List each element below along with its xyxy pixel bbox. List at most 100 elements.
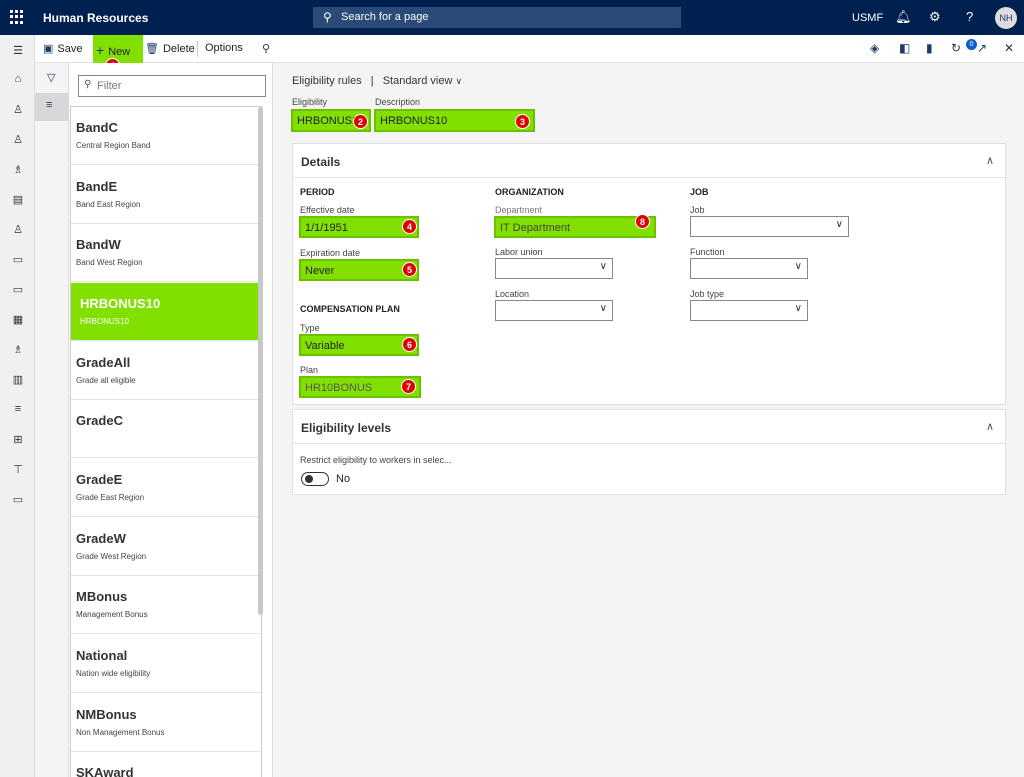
top-bar: Human Resources ⚲ Search for a page USMF… [0, 0, 1024, 35]
office-icon[interactable]: ◧ [899, 41, 911, 55]
function-dropdown[interactable]: ∨ [690, 258, 808, 279]
effective-date-field[interactable]: 1/1/1951 [299, 216, 419, 238]
comment-icon[interactable]: ▮ [926, 41, 933, 55]
gear-icon[interactable]: ⚙ [929, 9, 941, 24]
plan-label: Plan [300, 365, 319, 375]
description-label: Description [375, 97, 421, 107]
callout-3: 3 [515, 114, 530, 129]
list-view-toggle[interactable] [35, 93, 69, 121]
eligibility-field[interactable]: HRBONUS10 [291, 109, 371, 132]
help-icon[interactable]: ? [966, 9, 974, 24]
chevron-up-icon[interactable]: ∧ [985, 421, 994, 433]
new-button[interactable]: + New [96, 42, 130, 58]
group-icon[interactable]: ♗ [13, 164, 23, 176]
list-icon[interactable]: ≡ [14, 403, 22, 415]
chevron-up-icon[interactable]: ∧ [985, 155, 994, 167]
expiration-date-label: Expiration date [300, 248, 361, 258]
close-icon[interactable]: ✕ [1004, 41, 1015, 55]
list-item-title: SKAward [76, 765, 134, 777]
plan-field[interactable]: HR10BONUS [299, 376, 421, 398]
chevron-down-icon[interactable]: ∨ [455, 76, 463, 86]
refresh-icon[interactable]: ↻ [951, 41, 962, 55]
avatar[interactable]: NH [995, 7, 1017, 29]
list-item-selected[interactable]: HRBONUS10 HRBONUS10 [71, 283, 261, 341]
person-gear-icon[interactable]: ♙ [13, 224, 23, 236]
location-dropdown[interactable]: ∨ [495, 300, 613, 321]
hierarchy-icon[interactable]: ⊞ [13, 434, 23, 446]
document-icon[interactable]: ▭ [12, 254, 24, 266]
person-icon[interactable]: ♙ [13, 134, 23, 146]
department-label: Department [495, 205, 543, 215]
effective-date-value: 1/1/1951 [305, 222, 348, 234]
expiration-date-value: Never [305, 265, 335, 277]
list-item-sub: Management Bonus [76, 610, 148, 619]
diamond-icon[interactable]: ◈ [870, 41, 880, 55]
list-item[interactable]: GradeAll Grade all eligible [71, 342, 261, 400]
type-dropdown[interactable]: Variable [299, 334, 419, 356]
organization-heading: ORGANIZATION [495, 187, 564, 197]
delete-button[interactable]: 🗑︎ Delete [145, 42, 195, 55]
people-icon[interactable]: ♙ [13, 104, 23, 116]
list-item[interactable]: GradeW Grade West Region [71, 518, 261, 576]
list-item-title: GradeC [76, 413, 123, 428]
filter-icon[interactable]: ▽ [47, 72, 56, 84]
view-selector[interactable]: Standard view [382, 75, 453, 87]
breadcrumb-separator: | [370, 75, 374, 87]
restrict-label: Restrict eligibility to workers in selec… [300, 455, 452, 465]
list-item[interactable]: MBonus Management Bonus [71, 576, 261, 634]
calendar-icon[interactable]: ▦ [12, 314, 24, 326]
divider [197, 41, 198, 57]
list-item[interactable]: BandE Band East Region [71, 166, 261, 224]
search-icon[interactable]: ⚲ [262, 43, 271, 55]
type-value: Variable [305, 340, 345, 352]
labor-union-dropdown[interactable]: ∨ [495, 258, 613, 279]
search-box[interactable]: ⚲ Search for a page [313, 7, 681, 28]
list-item[interactable]: BandW Band West Region [71, 224, 261, 282]
toggle-knob [305, 475, 313, 483]
compensation-plan-heading: COMPENSATION PLAN [300, 304, 400, 314]
job-type-dropdown[interactable]: ∨ [690, 300, 808, 321]
list-item[interactable]: GradeC [71, 400, 261, 458]
save-button[interactable]: ▣ Save [43, 42, 82, 55]
department-field[interactable]: IT Department [494, 216, 656, 238]
list-item[interactable]: BandC Central Region Band [71, 107, 261, 165]
workspace-icon[interactable]: ▭ [12, 494, 24, 506]
callout-2: 2 [353, 114, 368, 129]
list-item[interactable]: NMBonus Non Management Bonus [71, 694, 261, 752]
page-title: Eligibility rules [292, 75, 362, 87]
bell-icon[interactable]: 🔔︎ [895, 9, 912, 24]
list-rail: ▽ ≡ [35, 63, 69, 777]
restrict-toggle[interactable] [301, 472, 329, 486]
org-chart-icon[interactable]: ⊤ [13, 464, 23, 476]
save-label: Save [57, 43, 83, 55]
list-item[interactable]: GradeE Grade East Region [71, 459, 261, 517]
clipboard-icon[interactable]: ▤ [12, 194, 24, 206]
chevron-down-icon: ∨ [794, 261, 802, 272]
chevron-down-icon: ∨ [599, 303, 607, 314]
description-field[interactable]: HRBONUS10 [374, 109, 535, 132]
expiration-date-field[interactable]: Never [299, 259, 419, 281]
filter-input[interactable]: ⚲ Filter [78, 75, 266, 97]
type-label: Type [300, 323, 320, 333]
details-header[interactable]: Details [293, 144, 1005, 178]
app-launcher-icon[interactable] [10, 10, 24, 24]
people-link-icon[interactable]: ♗ [13, 344, 23, 356]
list-item[interactable]: SKAward [71, 752, 261, 777]
list-item-sub: Nation wide eligibility [76, 669, 151, 678]
eligibility-levels-header[interactable]: Eligibility levels [293, 410, 1005, 444]
list-item-title: BandC [76, 120, 118, 135]
company-picker[interactable]: USMF [852, 12, 884, 24]
list-item-title: BandE [76, 179, 118, 194]
home-icon[interactable]: ⌂ [14, 73, 22, 85]
callout-6: 6 [402, 337, 417, 352]
main-content: Eligibility rules | Standard view ∨ Elig… [274, 63, 1024, 777]
document-edit-icon[interactable]: ▭ [12, 284, 24, 296]
library-icon[interactable]: ▥ [12, 374, 24, 386]
popout-icon[interactable]: ↗ [977, 41, 988, 55]
options-button[interactable]: Options [205, 42, 243, 54]
hamburger-icon[interactable]: ☰ [13, 45, 23, 57]
app-title[interactable]: Human Resources [43, 11, 149, 25]
list-item[interactable]: National Nation wide eligibility [71, 635, 261, 693]
job-dropdown[interactable]: ∨ [690, 216, 849, 237]
list-scrollbar[interactable] [258, 107, 263, 615]
